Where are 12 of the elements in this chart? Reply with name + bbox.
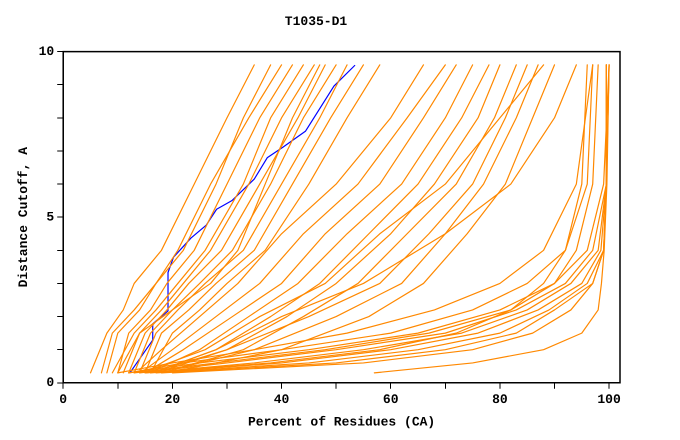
chart-title: T1035-D1 — [284, 14, 348, 30]
x-tick-label: 100 — [597, 392, 621, 407]
y-tick-label: 5 — [46, 209, 54, 224]
x-tick-label: 80 — [492, 392, 508, 407]
x-tick-label: 40 — [274, 392, 290, 407]
x-tick-label: 60 — [382, 392, 399, 407]
y-axis-title: Distance Cutoff, A — [16, 146, 32, 288]
x-tick-label: 0 — [59, 392, 68, 407]
x-tick-label: 20 — [164, 392, 180, 407]
x-axis-title: Percent of Residues (CA) — [248, 414, 436, 430]
y-tick-label: 0 — [46, 375, 54, 390]
y-tick-label: 10 — [38, 44, 54, 59]
